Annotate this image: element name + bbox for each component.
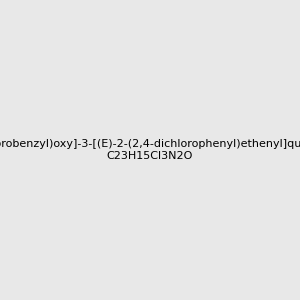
- Text: 2-[(4-chlorobenzyl)oxy]-3-[(E)-2-(2,4-dichlorophenyl)ethenyl]quinoxaline
C23H15C: 2-[(4-chlorobenzyl)oxy]-3-[(E)-2-(2,4-di…: [0, 139, 300, 161]
